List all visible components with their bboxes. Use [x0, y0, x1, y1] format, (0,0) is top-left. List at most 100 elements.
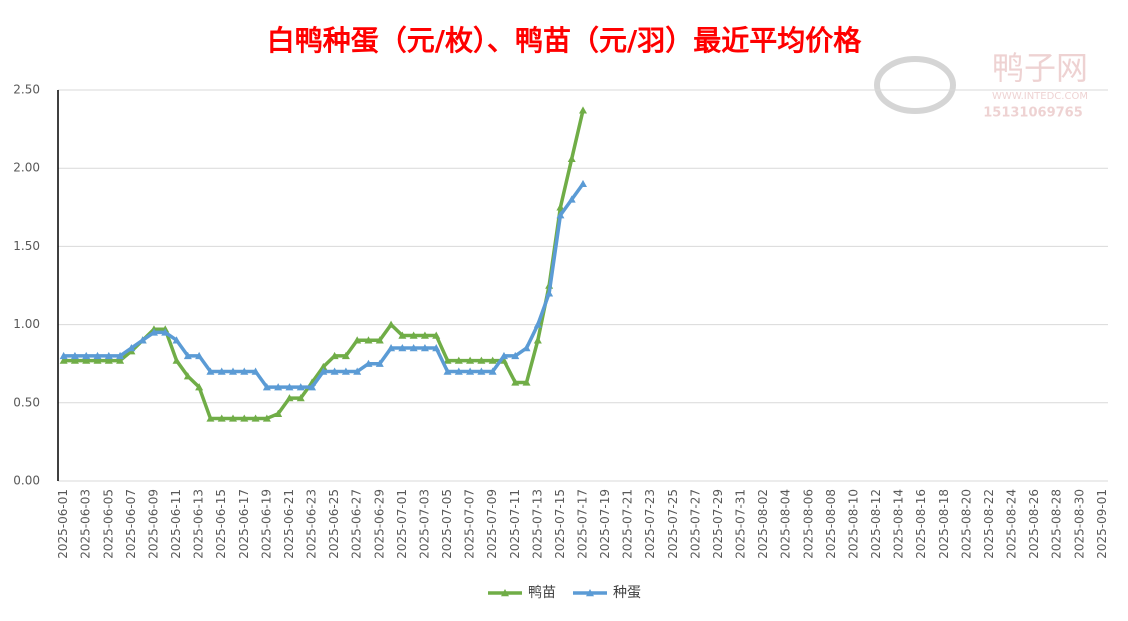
x-tick-label: 2025-06-27: [350, 489, 364, 559]
x-tick-label: 2025-08-08: [824, 489, 838, 559]
x-tick-label: 2025-08-30: [1072, 489, 1086, 559]
series-marker: [375, 359, 384, 367]
series-marker: [477, 367, 486, 375]
series-marker: [432, 331, 441, 339]
legend-label: 种蛋: [613, 585, 641, 601]
series-marker: [466, 367, 475, 375]
series-marker: [454, 356, 463, 364]
x-tick-label: 2025-07-07: [463, 489, 477, 559]
x-tick-label: 2025-06-15: [214, 489, 228, 559]
series-marker: [138, 336, 147, 344]
series-marker: [285, 383, 294, 391]
x-tick-label: 2025-07-23: [643, 489, 657, 559]
x-tick-label: 2025-07-21: [621, 489, 635, 559]
series-marker: [70, 351, 79, 360]
series-marker: [127, 344, 136, 352]
series-marker: [251, 414, 260, 422]
x-tick-label: 2025-07-15: [553, 489, 567, 559]
series-marker: [409, 331, 418, 339]
series-marker: [579, 179, 587, 188]
series-marker: [262, 383, 271, 391]
series-marker: [466, 356, 475, 364]
series-marker: [172, 336, 181, 344]
series-marker: [488, 367, 497, 375]
series-marker: [477, 356, 486, 364]
x-tick-label: 2025-06-07: [124, 489, 138, 559]
x-tick-label: 2025-07-31: [734, 489, 748, 559]
series-marker: [262, 414, 271, 422]
x-tick-label: 2025-08-10: [846, 489, 860, 559]
watermark-logo: [874, 56, 956, 114]
x-tick-label: 2025-06-05: [101, 489, 115, 559]
series-marker: [454, 367, 463, 375]
series-marker: [183, 372, 192, 380]
series-marker: [172, 356, 181, 364]
x-tick-label: 2025-08-02: [756, 489, 770, 559]
series-marker: [488, 356, 497, 364]
series-marker: [556, 211, 565, 219]
series-marker: [387, 320, 396, 328]
series-marker: [93, 356, 102, 364]
x-tick-label: 2025-07-13: [530, 489, 544, 559]
x-tick-label: 2025-08-14: [892, 489, 906, 559]
x-tick-label: 2025-08-18: [937, 489, 951, 559]
series-marker: [499, 351, 508, 360]
series-marker: [82, 356, 91, 364]
legend-marker: [501, 589, 509, 597]
x-tick-label: 2025-08-26: [1027, 489, 1041, 559]
series-marker: [161, 328, 170, 336]
series-marker: [59, 356, 68, 364]
series-marker: [217, 414, 226, 422]
series-marker: [432, 344, 441, 352]
series-marker: [499, 356, 508, 364]
series-marker: [296, 383, 305, 391]
series-marker: [206, 414, 215, 422]
x-tick-label: 2025-07-05: [440, 489, 454, 559]
series-marker: [387, 344, 396, 352]
series-marker: [296, 394, 305, 402]
x-tick-label: 2025-09-01: [1095, 489, 1109, 559]
series-marker: [511, 378, 520, 386]
series-marker: [308, 383, 317, 391]
x-tick-label: 2025-07-17: [576, 489, 590, 559]
x-tick-label: 2025-07-09: [485, 489, 499, 559]
series-marker: [206, 367, 215, 375]
watermark-url: WWW.INTEDC.COM: [992, 91, 1088, 102]
y-tick-label: 0.00: [13, 474, 40, 488]
watermark-phone: 15131069765: [983, 106, 1083, 121]
series-marker: [274, 409, 283, 417]
x-tick-label: 2025-07-11: [508, 489, 522, 559]
series-marker: [240, 367, 249, 375]
x-tick-label: 2025-06-21: [282, 489, 296, 559]
x-tick-label: 2025-08-06: [801, 489, 815, 559]
series-marker: [420, 344, 429, 352]
series-marker: [319, 362, 328, 371]
series-marker: [398, 331, 407, 339]
series-marker: [59, 351, 68, 360]
y-tick-label: 2.50: [13, 83, 40, 97]
series-marker: [341, 351, 350, 360]
series-marker: [104, 351, 113, 360]
series-marker: [579, 106, 587, 114]
x-tick-label: 2025-08-24: [1005, 489, 1019, 559]
series-marker: [229, 414, 237, 422]
series-marker: [364, 359, 373, 367]
y-tick-label: 0.50: [13, 395, 40, 409]
series-marker: [533, 336, 542, 344]
x-tick-label: 2025-06-03: [79, 489, 93, 559]
series-marker: [522, 378, 531, 386]
watermark-name: 鸭子网: [992, 49, 1088, 87]
x-tick-label: 2025-07-19: [598, 489, 612, 559]
series-marker: [251, 367, 260, 375]
series-marker: [93, 351, 102, 360]
series-marker: [556, 203, 565, 211]
series-marker: [375, 336, 384, 344]
series-marker: [319, 367, 328, 375]
x-tick-label: 2025-07-01: [395, 489, 409, 559]
series-marker: [353, 336, 362, 344]
series-marker: [195, 383, 204, 391]
x-tick-label: 2025-08-20: [959, 489, 973, 559]
x-tick-label: 2025-08-22: [982, 489, 996, 559]
